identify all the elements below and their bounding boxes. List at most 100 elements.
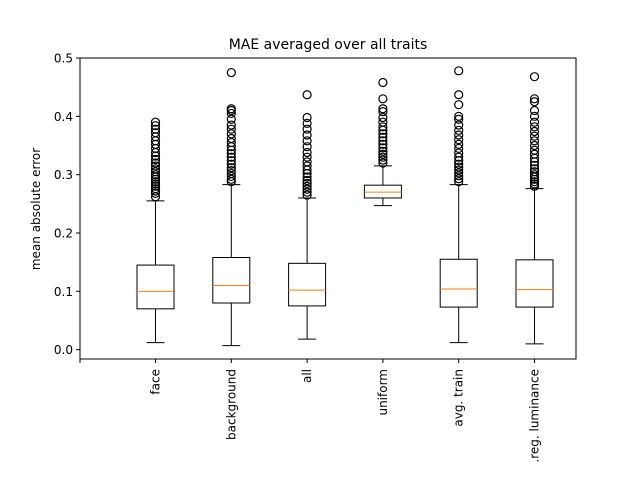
outlier-point (226, 152, 236, 162)
outlier-point (226, 120, 236, 130)
outlier-point (529, 111, 540, 121)
outlier-point (226, 171, 236, 182)
outlier-point (378, 77, 388, 88)
outlier-point (226, 137, 236, 148)
outlier-point (378, 129, 388, 139)
outlier-point (454, 148, 464, 158)
outlier-point (529, 117, 540, 127)
outlier-point (529, 179, 540, 189)
outlier-point (454, 100, 464, 110)
outlier-point (302, 147, 312, 158)
outlier-point (150, 181, 161, 191)
outlier-point (529, 126, 540, 137)
outlier-point (302, 178, 312, 189)
outlier-point (454, 90, 464, 100)
outlier-point (378, 149, 388, 159)
outlier-point (302, 187, 312, 197)
outlier-point (302, 175, 312, 186)
plot-frame (79, 57, 577, 360)
box-all (288, 262, 327, 307)
outlier-point (529, 170, 540, 180)
outlier-point (150, 154, 161, 165)
outlier-point (302, 184, 312, 194)
y-tick-label: 0.0 (54, 343, 73, 357)
outlier-point (454, 165, 464, 175)
y-tick-label: 0.1 (54, 285, 73, 299)
outlier-point (529, 122, 540, 132)
outlier-point (150, 179, 161, 189)
x-tick-label: face (149, 369, 163, 395)
outlier-point (454, 125, 464, 135)
outlier-point (454, 66, 464, 76)
outlier-point (226, 165, 236, 176)
outlier-point (150, 158, 161, 168)
outlier-point (226, 108, 236, 119)
x-tick-label: all (300, 369, 314, 383)
outlier-point (226, 133, 236, 144)
outlier-point (150, 124, 161, 134)
outlier-point (226, 174, 236, 184)
outlier-point (378, 158, 388, 168)
outlier-point (378, 132, 388, 142)
outlier-point (529, 145, 540, 155)
outlier-point (454, 120, 464, 130)
outlier-point (378, 112, 388, 123)
outlier-point (302, 124, 312, 134)
outlier-point (529, 72, 540, 82)
outlier-point (302, 152, 312, 162)
outlier-point (226, 67, 236, 78)
outlier-point (454, 174, 464, 184)
outlier-point (529, 167, 540, 177)
outlier-point (302, 157, 312, 167)
outlier-point (226, 159, 236, 169)
outlier-point (378, 139, 388, 149)
outlier-point (529, 131, 540, 141)
outlier-point (302, 90, 312, 100)
y-tick-label: 0.5 (54, 52, 73, 66)
x-tick-label: uniform (376, 369, 390, 416)
outlier-point (529, 105, 540, 116)
outlier-point (302, 136, 312, 146)
outlier-point (302, 130, 312, 140)
outlier-point (454, 143, 464, 154)
y-tick-label: 0.4 (54, 110, 73, 124)
outlier-point (454, 152, 464, 162)
outlier-point (150, 167, 161, 177)
box-uniform (363, 184, 402, 199)
plot-area: 0.0 0.1 0.2 0.3 0.4 0.5 face background all unifo… (54, 52, 577, 463)
outlier-point (454, 171, 464, 181)
outlier-point (529, 177, 540, 187)
outlier-point (226, 104, 236, 114)
outlier-point (302, 161, 312, 171)
outlier-point (226, 149, 236, 159)
x-tick-label: .reg. luminance (528, 369, 542, 463)
outlier-point (454, 130, 464, 140)
outlier-point (378, 107, 388, 117)
outlier-point (150, 177, 161, 187)
box-face (136, 264, 175, 310)
box-reg-luminance (515, 259, 554, 308)
outlier-point (226, 129, 236, 139)
outlier-point (378, 104, 388, 114)
outlier-point (529, 160, 540, 170)
outlier-point (226, 124, 236, 134)
outlier-point (454, 162, 464, 172)
outlier-point (454, 177, 464, 187)
outlier-point (529, 181, 540, 191)
outlier-point (226, 156, 236, 166)
outlier-point (454, 168, 464, 178)
outlier-point (529, 94, 540, 104)
outlier-point (150, 121, 161, 131)
outlier-point (378, 136, 388, 146)
outlier-point (529, 140, 540, 151)
outlier-point (302, 118, 312, 128)
outlier-point (454, 114, 464, 124)
chart-title: MAE averaged over all traits (229, 37, 428, 53)
outlier-point (150, 128, 161, 138)
outlier-point (529, 164, 540, 174)
outlier-point (454, 111, 464, 121)
x-tick-label: avg. train (452, 369, 466, 427)
outlier-point (529, 97, 540, 107)
y-tick-label: 0.2 (54, 227, 73, 241)
outlier-point (226, 163, 236, 173)
